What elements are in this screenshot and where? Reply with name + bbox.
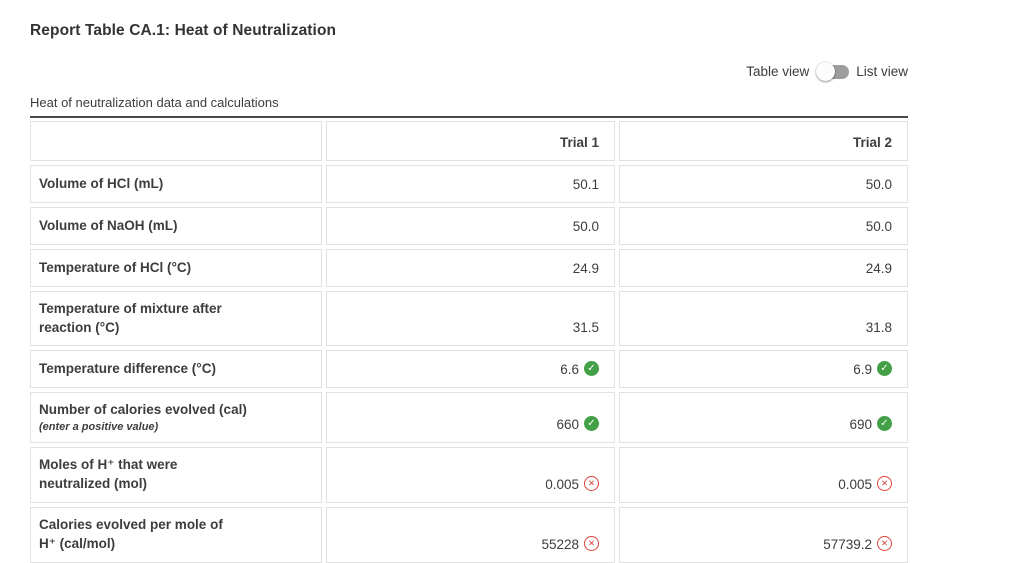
volume-naoh-trial-1-value[interactable]: 50.0 bbox=[326, 207, 615, 245]
view-toggle-switch[interactable] bbox=[816, 61, 850, 81]
volume-hcl-trial-1-value[interactable]: 50.1 bbox=[326, 165, 615, 203]
row-label-calories-per-mole: Calories evolved per mole of H⁺ (cal/mol… bbox=[30, 506, 322, 563]
x-circle-icon: ✕ bbox=[584, 535, 599, 551]
cell-value: 24.9 bbox=[865, 261, 892, 276]
temperature-difference-trial-1-value[interactable]: 6.6 ✓ bbox=[326, 350, 615, 388]
corner-header-cell bbox=[30, 121, 322, 161]
calories-evolved-trial-1-value[interactable]: 660 ✓ bbox=[326, 392, 615, 443]
list-view-label: List view bbox=[856, 63, 908, 79]
x-circle-icon: ✕ bbox=[584, 475, 599, 491]
calories-evolved-trial-2-value[interactable]: 690 ✓ bbox=[619, 392, 908, 443]
cell-value: 50.0 bbox=[865, 219, 892, 234]
cell-value: 0.005 bbox=[838, 476, 872, 492]
cell-value: 50.0 bbox=[572, 219, 599, 234]
cell-value: 50.1 bbox=[572, 177, 599, 192]
row-label-temperature-difference: Temperature difference (°C) bbox=[30, 350, 322, 388]
column-header-label: Trial 1 bbox=[559, 135, 599, 150]
temperature-mixture-trial-2-value[interactable]: 31.8 bbox=[619, 291, 908, 346]
check-circle-icon: ✓ bbox=[584, 361, 599, 376]
column-header-label: Trial 2 bbox=[852, 135, 892, 150]
check-circle-icon: ✓ bbox=[877, 361, 892, 376]
report-table: Trial 1 Trial 2 Volume of HCl (mL) 50.1 … bbox=[30, 116, 908, 563]
cell-value: 55228 bbox=[541, 536, 579, 552]
check-circle-icon: ✓ bbox=[584, 415, 599, 431]
calories-per-mole-trial-1-value[interactable]: 55228 ✕ bbox=[326, 506, 615, 563]
row-label-temperature-mixture: Temperature of mixture after reaction (°… bbox=[30, 291, 322, 346]
cell-value: 690 bbox=[849, 416, 872, 432]
cell-value: 24.9 bbox=[572, 261, 599, 276]
column-header-trial-2: Trial 2 bbox=[619, 121, 908, 161]
volume-hcl-trial-2-value[interactable]: 50.0 bbox=[619, 165, 908, 203]
row-label-volume-hcl: Volume of HCl (mL) bbox=[30, 165, 322, 203]
view-toggle-row: Table view List view bbox=[30, 61, 908, 81]
cell-value: 6.9 bbox=[853, 362, 872, 377]
cell-value: 57739.2 bbox=[823, 536, 872, 552]
cell-value: 6.6 bbox=[560, 362, 579, 377]
moles-h-neutralized-trial-2-value[interactable]: 0.005 ✕ bbox=[619, 446, 908, 503]
row-label-calories-evolved: Number of calories evolved (cal) (enter … bbox=[30, 392, 322, 443]
row-label-moles-h-neutralized: Moles of H⁺ that were neutralized (mol) bbox=[30, 446, 322, 503]
cell-value: 660 bbox=[556, 416, 579, 432]
check-circle-icon: ✓ bbox=[877, 415, 892, 431]
temperature-hcl-trial-2-value[interactable]: 24.9 bbox=[619, 249, 908, 287]
row-label-temperature-hcl: Temperature of HCl (°C) bbox=[30, 249, 322, 287]
row-label-note: (enter a positive value) bbox=[39, 420, 159, 433]
temperature-hcl-trial-1-value[interactable]: 24.9 bbox=[326, 249, 615, 287]
row-label-volume-naoh: Volume of NaOH (mL) bbox=[30, 207, 322, 245]
table-view-label: Table view bbox=[746, 63, 810, 79]
cell-value: 0.005 bbox=[545, 476, 579, 492]
temperature-mixture-trial-1-value[interactable]: 31.5 bbox=[326, 291, 615, 346]
page-title: Report Table CA.1: Heat of Neutralizatio… bbox=[30, 22, 337, 39]
cell-value: 50.0 bbox=[865, 177, 892, 192]
column-header-trial-1: Trial 1 bbox=[326, 121, 615, 161]
cell-value: 31.8 bbox=[865, 320, 892, 335]
moles-h-neutralized-trial-1-value[interactable]: 0.005 ✕ bbox=[326, 446, 615, 503]
toggle-knob-icon bbox=[816, 61, 836, 81]
x-circle-icon: ✕ bbox=[877, 475, 892, 491]
calories-per-mole-trial-2-value[interactable]: 57739.2 ✕ bbox=[619, 506, 908, 563]
table-caption: Heat of neutralization data and calculat… bbox=[30, 95, 279, 110]
cell-value: 31.5 bbox=[572, 320, 599, 335]
temperature-difference-trial-2-value[interactable]: 6.9 ✓ bbox=[619, 350, 908, 388]
volume-naoh-trial-2-value[interactable]: 50.0 bbox=[619, 207, 908, 245]
x-circle-icon: ✕ bbox=[877, 535, 892, 551]
